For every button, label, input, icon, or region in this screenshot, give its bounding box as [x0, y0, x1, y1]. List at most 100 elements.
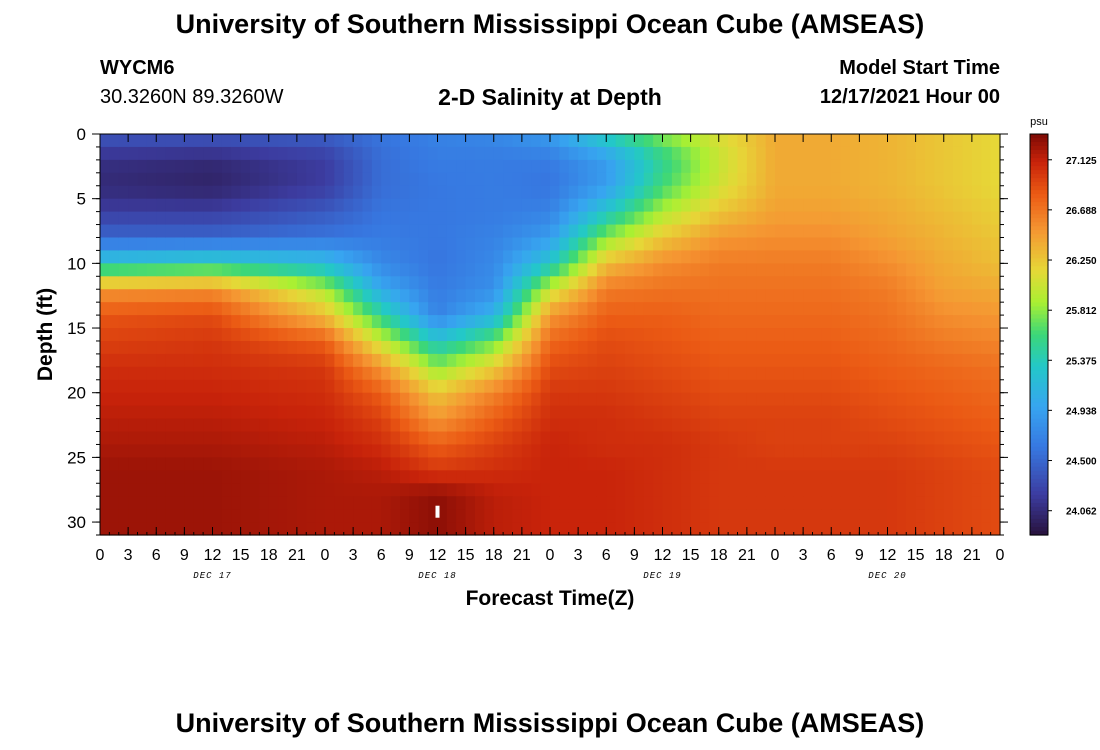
colorbar-segment	[1030, 354, 1048, 360]
heatmap-cell	[718, 496, 729, 510]
heatmap-cell	[840, 185, 851, 200]
heatmap-cell	[231, 353, 242, 368]
heatmap-cell	[568, 522, 579, 536]
heatmap-cell	[962, 444, 973, 458]
heatmap-cell	[203, 431, 214, 446]
heatmap-cell	[896, 302, 907, 316]
heatmap-cell	[334, 328, 345, 342]
heatmap-cell	[859, 263, 870, 277]
heatmap-cell	[287, 353, 298, 368]
heatmap-cell	[100, 134, 110, 148]
heatmap-cell	[531, 353, 542, 368]
heatmap-cell	[615, 289, 626, 303]
heatmap-cell	[184, 237, 195, 252]
heatmap-cell	[437, 185, 448, 200]
heatmap-cell	[400, 172, 410, 187]
heatmap-cell	[606, 172, 617, 187]
colorbar-segment	[1030, 314, 1048, 320]
heatmap-cell	[653, 276, 664, 290]
heatmap-cell	[728, 237, 739, 252]
heatmap-cell	[531, 250, 542, 264]
heatmap-cell	[184, 496, 195, 510]
heatmap-cell	[118, 237, 129, 252]
heatmap-cell	[812, 159, 823, 174]
heatmap-cell	[325, 250, 335, 264]
heatmap-cell	[334, 340, 345, 355]
heatmap-cell	[812, 496, 823, 510]
heatmap-cell	[878, 185, 889, 200]
heatmap-cell	[428, 146, 439, 161]
heatmap-cell	[934, 483, 945, 497]
heatmap-cell	[250, 237, 260, 252]
heatmap-cell	[709, 509, 720, 523]
heatmap-cell	[568, 457, 579, 471]
heatmap-cell	[662, 211, 673, 226]
heatmap-cell	[203, 289, 214, 303]
heatmap-cell	[962, 366, 973, 381]
heatmap-cell	[128, 405, 139, 420]
heatmap-cell	[193, 457, 204, 471]
heatmap-cell	[953, 457, 964, 471]
heatmap-cell	[878, 237, 889, 252]
heatmap-cell	[587, 340, 598, 355]
heatmap-cell	[287, 134, 298, 148]
heatmap-cell	[315, 418, 326, 433]
heatmap-cell	[493, 224, 504, 239]
heatmap-cell	[906, 418, 917, 433]
heatmap-cell	[306, 198, 317, 213]
heatmap-cell	[821, 470, 832, 484]
heatmap-cell	[784, 289, 795, 303]
heatmap-cell	[962, 328, 973, 342]
heatmap-cell	[156, 418, 167, 433]
heatmap-cell	[803, 392, 814, 407]
heatmap-cell	[934, 185, 945, 200]
heatmap-cell	[831, 263, 842, 277]
heatmap-cell	[118, 315, 129, 329]
heatmap-cell	[784, 146, 795, 161]
heatmap-cell	[540, 263, 551, 277]
heatmap-cell	[362, 237, 373, 252]
heatmap-cell	[568, 328, 579, 342]
heatmap-cell	[981, 392, 992, 407]
heatmap-cell	[409, 276, 420, 290]
heatmap-cell	[737, 483, 748, 497]
heatmap-cell	[850, 289, 860, 303]
heatmap-cell	[971, 418, 982, 433]
heatmap-cell	[259, 134, 270, 148]
heatmap-cell	[737, 496, 748, 510]
heatmap-cell	[681, 340, 692, 355]
heatmap-cell	[578, 146, 589, 161]
heatmap-cell	[540, 211, 551, 226]
heatmap-cell	[578, 198, 589, 213]
heatmap-cell	[334, 224, 345, 239]
heatmap-cell	[165, 483, 176, 497]
heatmap-cell	[859, 198, 870, 213]
heatmap-cell	[418, 470, 429, 484]
heatmap-cell	[165, 250, 176, 264]
heatmap-cell	[381, 211, 392, 226]
heatmap-cell	[615, 509, 626, 523]
heatmap-cell	[109, 366, 120, 381]
heatmap-cell	[700, 470, 710, 484]
heatmap-cell	[578, 289, 589, 303]
heatmap-cell	[484, 522, 495, 536]
heatmap-cell	[896, 496, 907, 510]
heatmap-cell	[362, 211, 373, 226]
heatmap-cell	[934, 418, 945, 433]
heatmap-cell	[793, 483, 804, 497]
heatmap-cell	[446, 263, 457, 277]
heatmap-cell	[596, 496, 607, 510]
heatmap-cell	[400, 353, 410, 368]
heatmap-cell	[634, 146, 645, 161]
heatmap-cell	[465, 470, 476, 484]
heatmap-cell	[362, 276, 373, 290]
heatmap-cell	[596, 237, 607, 252]
heatmap-cell	[137, 509, 148, 523]
model-start-label: Model Start Time	[839, 57, 1000, 79]
heatmap-cell	[662, 457, 673, 471]
heatmap-cell	[400, 263, 410, 277]
heatmap-cell	[737, 198, 748, 213]
heatmap-cell	[906, 159, 917, 174]
heatmap-cell	[578, 302, 589, 316]
heatmap-cell	[221, 444, 232, 458]
